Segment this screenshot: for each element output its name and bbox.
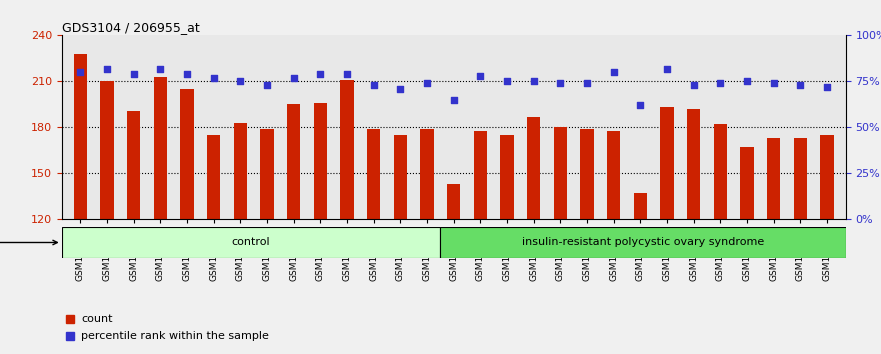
Point — [473, 73, 487, 79]
Text: GDS3104 / 206955_at: GDS3104 / 206955_at — [62, 21, 199, 34]
Point — [553, 80, 567, 86]
Bar — [661, 108, 674, 354]
FancyBboxPatch shape — [62, 227, 440, 258]
Bar — [127, 110, 140, 354]
Point — [314, 71, 328, 77]
Bar — [100, 81, 114, 354]
Bar — [820, 135, 833, 354]
Bar — [367, 129, 381, 354]
Point — [714, 80, 728, 86]
Point — [207, 75, 221, 81]
Bar — [420, 129, 433, 354]
Point — [527, 79, 541, 84]
Text: disease state: disease state — [0, 238, 57, 247]
Point — [420, 80, 434, 86]
Bar — [340, 80, 353, 354]
Bar — [794, 138, 807, 354]
Bar — [447, 184, 461, 354]
Point — [180, 71, 194, 77]
Bar — [581, 129, 594, 354]
Point — [260, 82, 274, 88]
Point — [73, 69, 87, 75]
Point — [127, 71, 141, 77]
Bar — [554, 127, 567, 354]
Bar — [394, 135, 407, 354]
Point — [366, 82, 381, 88]
Bar — [740, 147, 754, 354]
Text: insulin-resistant polycystic ovary syndrome: insulin-resistant polycystic ovary syndr… — [522, 238, 764, 247]
Point — [447, 97, 461, 103]
Bar — [767, 138, 781, 354]
Bar — [153, 77, 167, 354]
Bar — [261, 129, 274, 354]
Point — [286, 75, 300, 81]
Point — [233, 79, 248, 84]
FancyBboxPatch shape — [440, 227, 846, 258]
Text: percentile rank within the sample: percentile rank within the sample — [81, 331, 270, 341]
Bar — [181, 89, 194, 354]
Point — [820, 84, 834, 90]
Bar — [314, 103, 327, 354]
Point — [100, 66, 114, 72]
Bar — [500, 135, 514, 354]
Point — [500, 79, 515, 84]
Bar — [714, 124, 727, 354]
Bar — [74, 54, 87, 354]
Point — [766, 80, 781, 86]
Bar — [207, 135, 220, 354]
Bar — [287, 104, 300, 354]
Point — [794, 82, 808, 88]
Point — [633, 103, 648, 108]
Bar — [607, 131, 620, 354]
Point — [580, 80, 594, 86]
Bar — [527, 117, 540, 354]
Text: control: control — [232, 238, 270, 247]
Point — [686, 82, 700, 88]
Text: count: count — [81, 314, 113, 324]
Point — [153, 66, 167, 72]
Bar — [687, 109, 700, 354]
Bar — [474, 131, 487, 354]
Point — [607, 69, 621, 75]
Point — [660, 66, 674, 72]
Point — [340, 71, 354, 77]
Point — [393, 86, 407, 92]
Bar — [633, 193, 647, 354]
Bar — [233, 123, 247, 354]
Point — [740, 79, 754, 84]
